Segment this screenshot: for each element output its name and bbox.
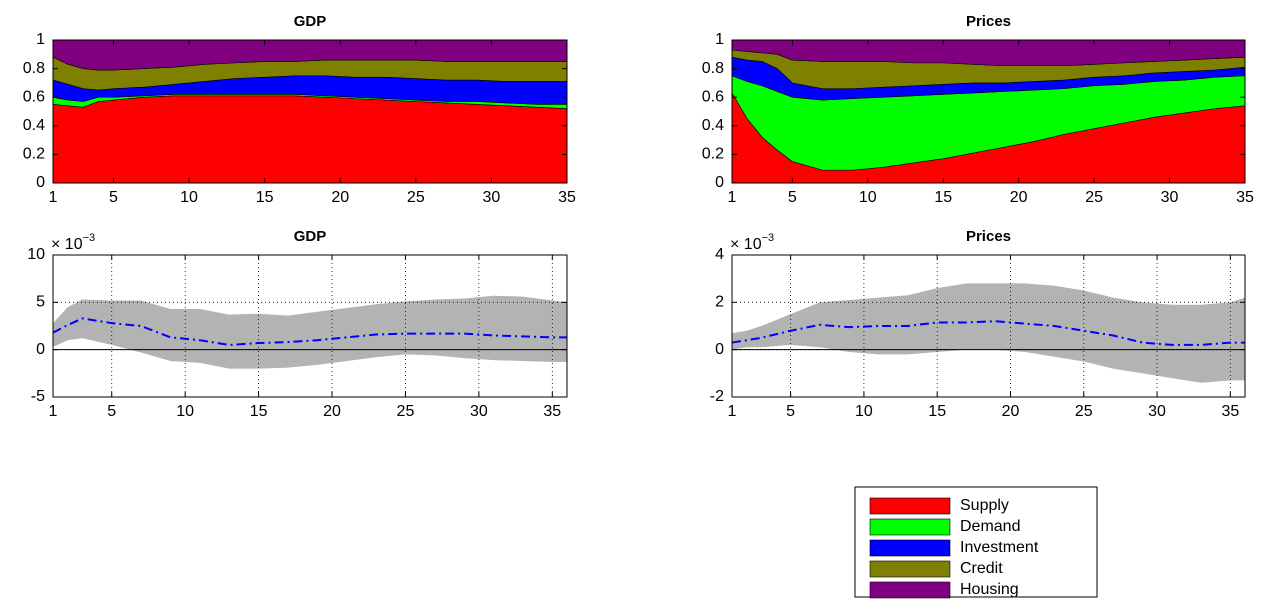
y-scale-exponent: −3 xyxy=(83,232,96,244)
x-tick-label: 20 xyxy=(323,403,341,420)
x-tick-label: 25 xyxy=(1085,189,1103,206)
x-tick-label: 20 xyxy=(331,189,349,206)
legend-swatch xyxy=(869,539,951,557)
y-tick-label: 0.6 xyxy=(702,88,724,105)
x-tick-label: 30 xyxy=(483,189,501,206)
y-tick-label: 5 xyxy=(36,294,45,311)
x-tick-label: 15 xyxy=(256,189,274,206)
x-tick-label: 10 xyxy=(855,403,873,420)
x-tick-label: 5 xyxy=(786,403,795,420)
confidence-band xyxy=(53,295,567,369)
legend-label: Demand xyxy=(960,518,1020,535)
x-tick-label: 10 xyxy=(859,189,877,206)
legend-swatch xyxy=(869,581,951,599)
y-tick-label: 0.6 xyxy=(23,88,45,105)
x-tick-label: 1 xyxy=(49,403,58,420)
x-tick-label: 5 xyxy=(109,189,118,206)
x-tick-label: 35 xyxy=(558,189,576,206)
median-line xyxy=(52,317,567,346)
y-tick-label: 10 xyxy=(27,246,45,263)
legend-label: Supply xyxy=(960,497,1009,514)
y-tick-label: -2 xyxy=(710,388,724,405)
confidence-band xyxy=(732,283,1245,383)
y-scale-exponent: −3 xyxy=(762,232,775,244)
legend-label: Credit xyxy=(960,560,1003,577)
x-tick-label: 30 xyxy=(1148,403,1166,420)
y-tick-label: 0.2 xyxy=(702,146,724,163)
x-tick-label: 35 xyxy=(1221,403,1239,420)
x-tick-label: 35 xyxy=(543,403,561,420)
y-tick-label: 0.4 xyxy=(23,117,45,134)
x-tick-label: 25 xyxy=(1075,403,1093,420)
x-tick-label: 20 xyxy=(1002,403,1020,420)
chart-title: GDP xyxy=(294,228,327,245)
legend-swatch xyxy=(869,497,951,515)
y-tick-label: 0 xyxy=(715,174,724,191)
chart-title: Prices xyxy=(966,228,1011,245)
y-scale-base: × 10 xyxy=(51,236,83,253)
y-tick-label: 1 xyxy=(715,31,724,48)
x-tick-label: 30 xyxy=(1161,189,1179,206)
x-tick-label: 10 xyxy=(176,403,194,420)
x-tick-label: 15 xyxy=(928,403,946,420)
legend-swatch xyxy=(869,518,951,536)
x-tick-label: 5 xyxy=(788,189,797,206)
x-tick-label: 15 xyxy=(250,403,268,420)
legend-label: Investment xyxy=(960,539,1039,556)
y-tick-label: 0.2 xyxy=(23,146,45,163)
y-scale-label: × 10−3 xyxy=(730,232,774,253)
y-tick-label: 0 xyxy=(36,341,45,358)
legend-label: Housing xyxy=(960,581,1019,598)
y-tick-label: 4 xyxy=(715,246,724,263)
x-tick-label: 1 xyxy=(49,189,58,206)
chart-title: GDP xyxy=(294,13,327,30)
y-scale-label: × 10−3 xyxy=(51,232,95,253)
y-tick-label: 1 xyxy=(36,31,45,48)
y-scale-base: × 10 xyxy=(730,236,762,253)
chart-title: Prices xyxy=(966,13,1011,30)
x-tick-label: 35 xyxy=(1236,189,1254,206)
median-line xyxy=(731,320,1245,346)
x-tick-label: 10 xyxy=(180,189,198,206)
x-tick-label: 1 xyxy=(728,403,737,420)
axes-box xyxy=(52,254,568,398)
y-tick-label: 0.8 xyxy=(23,60,45,77)
x-tick-label: 25 xyxy=(397,403,415,420)
x-tick-label: 1 xyxy=(728,189,737,206)
y-tick-label: 0.8 xyxy=(702,60,724,77)
y-tick-label: 0 xyxy=(715,341,724,358)
y-tick-label: 2 xyxy=(715,294,724,311)
x-tick-label: 25 xyxy=(407,189,425,206)
x-tick-label: 5 xyxy=(107,403,116,420)
y-tick-label: -5 xyxy=(31,388,45,405)
axes-box xyxy=(731,39,1246,184)
x-tick-label: 30 xyxy=(470,403,488,420)
legend-swatch xyxy=(869,560,951,578)
y-tick-label: 0.4 xyxy=(702,117,724,134)
y-tick-label: 0 xyxy=(36,174,45,191)
x-tick-label: 20 xyxy=(1010,189,1028,206)
x-tick-label: 15 xyxy=(934,189,952,206)
axes-box xyxy=(731,254,1246,398)
axes-box xyxy=(52,39,568,184)
area xyxy=(52,95,568,184)
